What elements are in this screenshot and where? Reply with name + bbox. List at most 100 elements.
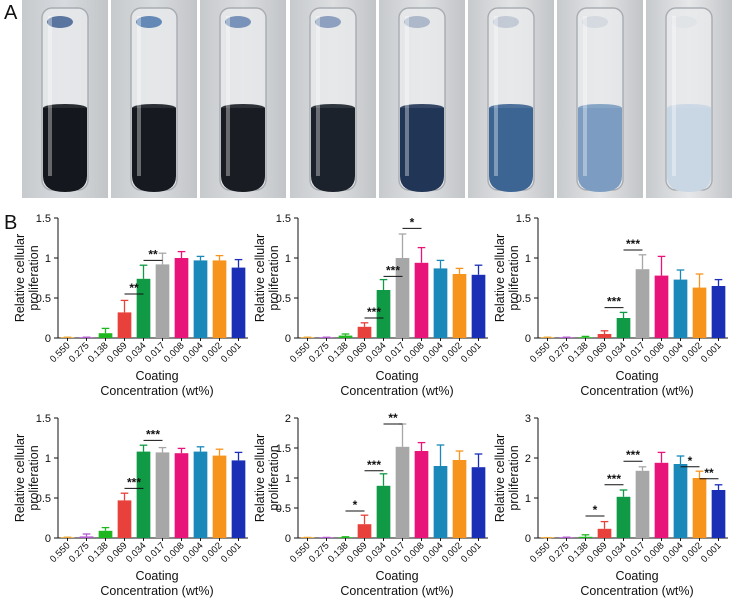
bar-0.004	[673, 279, 688, 338]
bar-0.004	[433, 268, 448, 338]
y-tick-label: 1	[45, 453, 51, 465]
x-tick-label: 0.004	[181, 540, 206, 565]
y-axis-label-line: proliferation	[27, 445, 41, 510]
tube-highlight	[226, 16, 231, 176]
y-axis-label: Relative cellular proliferation	[493, 434, 521, 522]
tube-photo-1	[22, 0, 108, 198]
tube-photo-svg	[468, 0, 554, 198]
tube-photo-3	[200, 0, 287, 198]
tube-highlight	[48, 16, 52, 176]
y-axis-label-line: Relative cellular	[493, 434, 507, 522]
y-tick-label: 0	[285, 533, 291, 545]
bar-0.017	[155, 452, 170, 538]
y-tick-label: 1	[285, 473, 291, 485]
y-tick-label: 1.5	[276, 213, 291, 225]
bar-0.138	[98, 530, 113, 538]
tube-liquid	[310, 108, 355, 192]
chart-4: Relative cellular proliferation 0 0.5 1 1.5 0.…	[12, 410, 257, 610]
bar-0.069	[597, 334, 612, 338]
x-tick-label: 0.004	[421, 540, 446, 565]
y-axis-label-line: Relative cellular	[253, 234, 267, 322]
significance-label: ***	[127, 475, 141, 489]
x-tick-label: 0.004	[421, 340, 446, 365]
tube-highlight	[404, 16, 409, 176]
x-axis-label-line: Concentration (wt%)	[580, 584, 693, 598]
y-tick-label: 0.5	[276, 293, 291, 305]
y-tick-label: 1	[45, 253, 51, 265]
tube-highlight	[315, 16, 320, 176]
x-tick-label: 0.001	[219, 340, 244, 365]
bar-0.001	[711, 286, 726, 338]
x-tick-label: 0.001	[459, 540, 484, 565]
bar-0.001	[231, 267, 246, 338]
x-tick-label: 0.550	[288, 340, 313, 365]
x-tick-label: 0.138	[326, 340, 351, 365]
x-tick-label: 0.069	[105, 540, 130, 565]
y-tick-label: 1.5	[36, 413, 51, 425]
bar-0.017	[635, 269, 650, 338]
x-tick-label: 0.017	[623, 540, 648, 565]
x-tick-label: 0.001	[699, 540, 724, 565]
bar-0.002	[452, 274, 467, 338]
bar-0.002	[212, 455, 227, 538]
x-tick-label: 0.034	[364, 540, 389, 565]
bar-0.002	[212, 260, 227, 338]
bar-0.069	[117, 500, 132, 538]
panel-letter-a: A	[4, 2, 18, 24]
bar-0.017	[635, 470, 650, 538]
y-axis-label-line: proliferation	[507, 245, 521, 310]
y-tick-label: 0.5	[36, 493, 51, 505]
bar-0.069	[357, 326, 372, 338]
x-tick-label: 0.138	[326, 540, 351, 565]
tube-photo-6	[468, 0, 554, 198]
bar-0.001	[231, 460, 246, 538]
y-axis-label: Relative cellular proliferation	[493, 234, 521, 322]
tube-photo-2	[111, 0, 198, 198]
x-tick-label: 0.017	[383, 540, 408, 565]
chart-3: Relative cellular proliferation 0 0.5 1 1.5 0.…	[492, 210, 737, 410]
tube-photo-4	[289, 0, 376, 198]
tube-photo-strip	[22, 0, 734, 200]
chart-6: Relative cellular proliferation 0 1 2 3 0.550 0…	[492, 410, 737, 610]
x-axis-label-line: Concentration (wt%)	[100, 584, 213, 598]
x-tick-label: 0.008	[642, 540, 667, 565]
significance-label: ***	[367, 458, 381, 472]
x-tick-label: 0.004	[181, 340, 206, 365]
y-axis-label: Relative cellular proliferation	[13, 434, 41, 522]
x-tick-label: 0.008	[402, 540, 427, 565]
bar-0.008	[654, 462, 669, 538]
tube-photo-svg	[111, 0, 198, 198]
x-axis-label-line: Concentration (wt%)	[340, 584, 453, 598]
x-tick-label: 0.138	[566, 540, 591, 565]
x-tick-label: 0.002	[200, 540, 225, 565]
y-axis-label-line: proliferation	[27, 245, 41, 310]
y-tick-label: 0.5	[516, 293, 531, 305]
x-tick-label: 0.017	[623, 340, 648, 365]
tube-liquid	[578, 108, 623, 192]
significance-label: ***	[386, 263, 400, 277]
x-tick-label: 0.275	[547, 540, 572, 565]
bar-0.001	[711, 490, 726, 538]
x-tick-label: 0.002	[200, 340, 225, 365]
y-tick-label: 1.5	[516, 213, 531, 225]
bar-0.001	[471, 467, 486, 538]
x-tick-label: 0.275	[307, 540, 332, 565]
y-tick-label: 0	[45, 333, 51, 345]
tube-stain	[136, 16, 163, 28]
x-axis-label-line: Concentration (wt%)	[340, 384, 453, 398]
significance-label: ***	[367, 305, 381, 319]
x-tick-label: 0.275	[67, 540, 92, 565]
x-tick-label: 0.002	[680, 540, 705, 565]
tube-highlight	[583, 16, 588, 176]
x-tick-label: 0.017	[383, 340, 408, 365]
x-tick-label: 0.001	[699, 340, 724, 365]
bar-0.034	[616, 496, 631, 538]
tube-photo-svg	[557, 0, 644, 198]
x-tick-label: 0.550	[288, 540, 313, 565]
bar-0.275	[79, 536, 94, 538]
x-axis-label-line: Concentration (wt%)	[580, 384, 693, 398]
tube-liquid	[489, 108, 533, 192]
x-tick-label: 0.275	[547, 340, 572, 365]
x-tick-label: 0.002	[680, 340, 705, 365]
x-tick-label: 0.004	[661, 340, 686, 365]
